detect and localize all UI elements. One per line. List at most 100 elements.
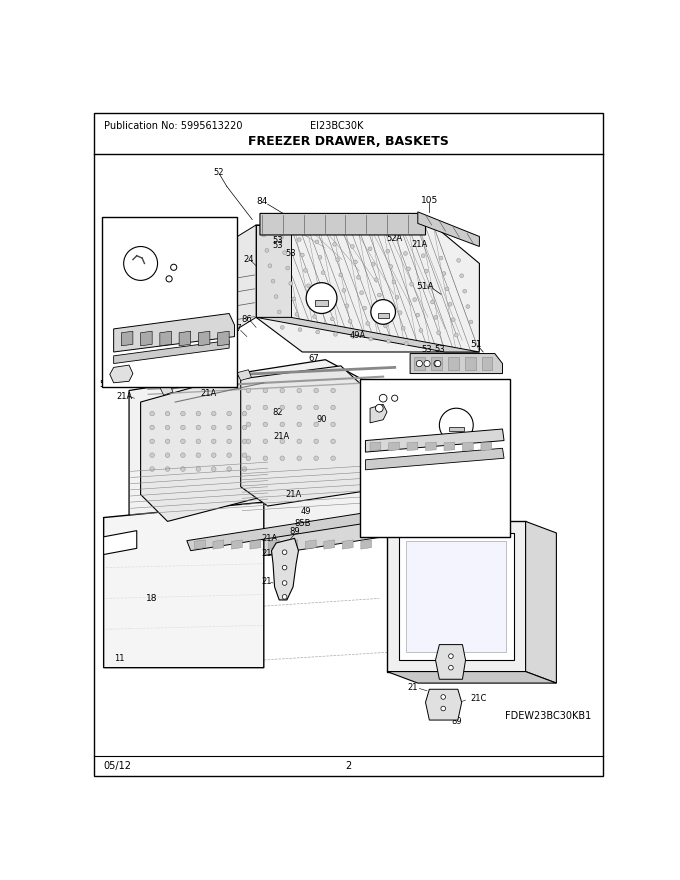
Text: 105: 105 [421, 196, 438, 205]
Circle shape [227, 411, 231, 416]
Circle shape [165, 466, 170, 472]
Circle shape [280, 388, 285, 392]
Text: 2: 2 [345, 761, 352, 771]
Text: 98: 98 [132, 256, 144, 266]
Polygon shape [361, 539, 371, 549]
Circle shape [316, 330, 320, 334]
Polygon shape [269, 539, 279, 549]
Circle shape [430, 300, 435, 304]
Circle shape [314, 405, 318, 410]
Circle shape [348, 319, 352, 323]
Text: 53: 53 [413, 380, 423, 389]
Circle shape [405, 341, 408, 346]
Polygon shape [194, 539, 205, 549]
Circle shape [242, 453, 247, 458]
Polygon shape [481, 442, 492, 451]
Circle shape [369, 337, 373, 341]
Text: 90: 90 [316, 415, 327, 424]
Circle shape [297, 238, 301, 241]
Text: 0: 0 [221, 338, 226, 347]
Circle shape [428, 284, 431, 289]
Text: 85A: 85A [147, 366, 163, 375]
Circle shape [345, 304, 349, 308]
Circle shape [181, 425, 185, 429]
Polygon shape [435, 644, 466, 679]
Text: 89: 89 [289, 527, 300, 536]
Circle shape [297, 456, 301, 460]
Circle shape [227, 453, 231, 458]
Circle shape [398, 311, 402, 315]
Polygon shape [406, 540, 507, 652]
Polygon shape [103, 531, 137, 554]
Text: 87: 87 [231, 325, 242, 334]
Circle shape [282, 581, 287, 585]
Circle shape [403, 252, 407, 255]
Circle shape [196, 411, 201, 416]
Text: 96: 96 [380, 422, 391, 430]
Text: 49: 49 [301, 507, 311, 516]
Circle shape [330, 422, 335, 427]
Circle shape [416, 313, 420, 317]
Circle shape [280, 456, 285, 460]
Text: 67: 67 [309, 354, 319, 363]
Circle shape [286, 266, 290, 270]
Polygon shape [103, 502, 264, 668]
Polygon shape [141, 331, 152, 346]
Polygon shape [206, 225, 256, 348]
Circle shape [280, 439, 285, 444]
Text: 53: 53 [367, 412, 377, 422]
Polygon shape [315, 300, 328, 306]
Polygon shape [370, 405, 387, 423]
Circle shape [196, 453, 201, 458]
Text: 53: 53 [362, 387, 373, 397]
Circle shape [318, 255, 322, 260]
Circle shape [463, 290, 466, 293]
Text: 52: 52 [213, 168, 224, 177]
Polygon shape [388, 442, 399, 451]
Circle shape [330, 388, 335, 392]
Circle shape [330, 456, 335, 460]
Polygon shape [271, 539, 299, 600]
Circle shape [314, 439, 318, 444]
Polygon shape [114, 313, 235, 352]
Circle shape [419, 328, 423, 333]
Circle shape [466, 304, 470, 309]
Circle shape [306, 282, 337, 313]
Text: 05/12: 05/12 [103, 761, 132, 771]
Circle shape [424, 269, 428, 273]
Circle shape [410, 282, 413, 286]
Text: 56: 56 [100, 380, 110, 389]
Polygon shape [387, 521, 526, 671]
Circle shape [380, 309, 384, 312]
Circle shape [211, 453, 216, 458]
Circle shape [439, 408, 473, 442]
Circle shape [297, 422, 301, 427]
Text: 21A: 21A [262, 534, 277, 543]
Text: 53: 53 [362, 400, 373, 408]
Polygon shape [114, 341, 229, 363]
Polygon shape [160, 331, 171, 346]
Circle shape [439, 256, 443, 260]
Text: 11: 11 [114, 654, 125, 663]
Circle shape [374, 278, 378, 282]
Circle shape [274, 295, 278, 298]
Circle shape [246, 405, 251, 410]
Circle shape [375, 404, 383, 412]
Circle shape [297, 439, 301, 444]
Circle shape [356, 275, 360, 279]
Text: FDEW23BC30KB1: FDEW23BC30KB1 [505, 711, 591, 722]
Polygon shape [464, 356, 475, 370]
Polygon shape [305, 539, 316, 549]
Polygon shape [287, 539, 298, 549]
Polygon shape [218, 331, 229, 346]
Polygon shape [444, 442, 455, 451]
Text: FREEZER DRAWER, BASKETS: FREEZER DRAWER, BASKETS [248, 136, 449, 149]
Circle shape [289, 282, 292, 285]
Polygon shape [256, 318, 479, 352]
Text: 21A: 21A [472, 639, 488, 648]
Circle shape [246, 422, 251, 427]
Circle shape [437, 331, 441, 334]
Circle shape [282, 550, 287, 554]
Circle shape [165, 411, 170, 416]
Circle shape [150, 425, 154, 429]
